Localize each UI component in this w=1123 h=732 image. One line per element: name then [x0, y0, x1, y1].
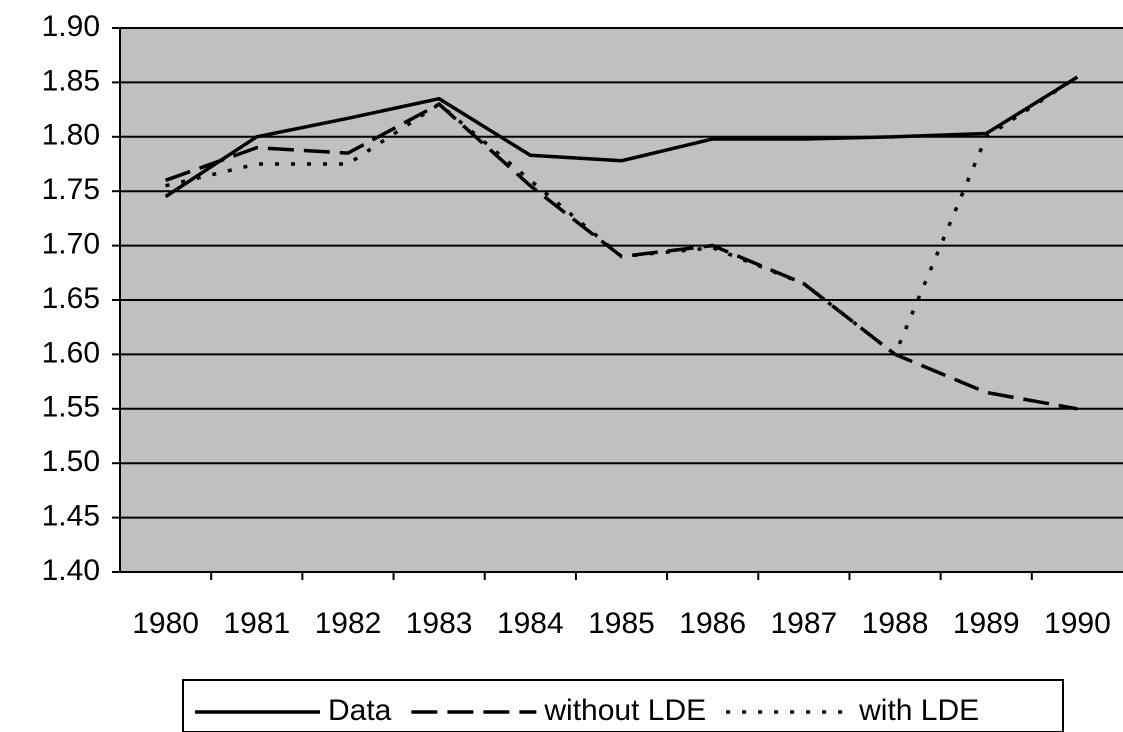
x-tick-label: 1983 — [406, 607, 473, 640]
legend — [182, 679, 1064, 732]
x-tick-label: 1982 — [315, 607, 382, 640]
series-line — [165, 75, 1079, 358]
x-tick-label: 1988 — [862, 607, 929, 640]
y-tick-label: 1.70 — [42, 228, 100, 261]
y-tick-label: 1.80 — [42, 119, 100, 152]
x-tick-label: 1984 — [497, 607, 564, 640]
x-tick-label: 1981 — [223, 607, 290, 640]
y-tick-label: 1.50 — [42, 445, 100, 478]
x-tick-label: 1989 — [953, 607, 1020, 640]
x-tick-label: 1990 — [1044, 607, 1111, 640]
legend-label: without LDE — [543, 694, 706, 727]
y-tick-label: 1.65 — [42, 282, 100, 315]
x-tick-label: 1986 — [679, 607, 746, 640]
x-tick-label: 1980 — [132, 607, 199, 640]
legend-label: with LDE — [858, 694, 979, 727]
x-tick-label: 1987 — [770, 607, 837, 640]
y-tick-label: 1.90 — [42, 10, 100, 43]
x-tick-label: 1985 — [588, 607, 655, 640]
y-tick-label: 1.40 — [42, 554, 100, 587]
y-tick-label: 1.85 — [42, 64, 100, 97]
y-tick-label: 1.55 — [42, 391, 100, 424]
legend-label: Data — [328, 694, 392, 727]
y-tick-label: 1.75 — [42, 173, 100, 206]
series-line — [164, 75, 1079, 199]
y-tick-label: 1.45 — [42, 500, 100, 533]
y-tick-label: 1.60 — [42, 336, 100, 369]
